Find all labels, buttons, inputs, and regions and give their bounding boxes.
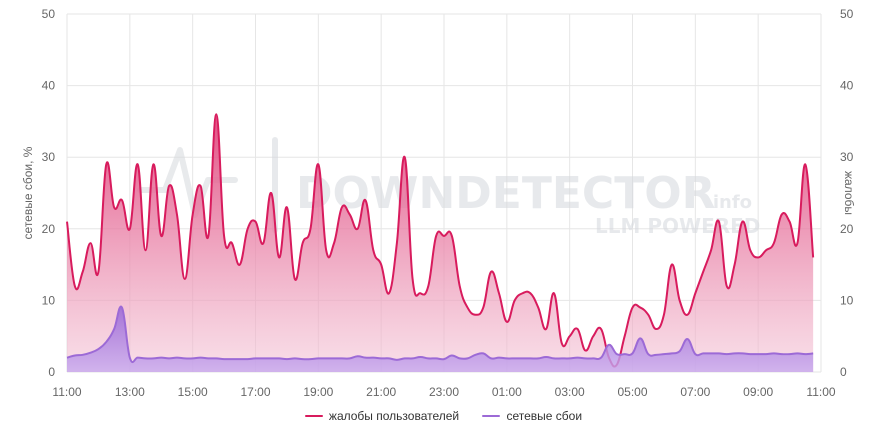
series-layer	[66, 113, 815, 372]
y-tick-left-5: 50	[42, 7, 56, 21]
grid-lines	[66, 13, 822, 373]
x-tick-8: 03:00	[555, 385, 585, 399]
y-axis-left-title: сетевые сбои, %	[21, 146, 35, 239]
watermark-tagline: LLM POWERED	[595, 214, 760, 238]
x-tick-0: 11:00	[52, 385, 81, 399]
x-tick-12: 11:00	[806, 385, 835, 399]
series-line-complaints	[66, 113, 815, 368]
legend-label-outages: сетевые сбои	[506, 409, 583, 423]
x-tick-5: 21:00	[366, 385, 396, 399]
series-area-outages	[67, 306, 814, 372]
y-tick-right-4: 40	[840, 79, 854, 93]
x-tick-11: 09:00	[743, 385, 773, 399]
x-tick-10: 07:00	[680, 385, 710, 399]
y-tick-right-0: 0	[840, 365, 847, 379]
y-tick-left-3: 30	[42, 150, 56, 164]
x-tick-1: 13:00	[115, 385, 145, 399]
x-tick-3: 17:00	[240, 385, 270, 399]
watermark-suffix: .info	[706, 192, 752, 213]
y-axis-left: 0 10 20 30 40 50	[42, 7, 56, 379]
legend-swatch-outages	[482, 415, 501, 417]
legend-item-outages[interactable]: сетевые сбои	[482, 409, 582, 423]
y-axis-right-title: жалобы	[842, 171, 856, 215]
legend-swatch-complaints	[304, 415, 323, 417]
downdetector-logo-icon	[137, 137, 278, 233]
watermark: DOWNDETECTOR .info LLM POWERED	[137, 137, 760, 238]
legend-label-complaints: жалобы пользователей	[328, 409, 460, 423]
series-line-outages	[66, 305, 814, 364]
y-tick-left-1: 10	[42, 293, 56, 307]
series-area-complaints	[67, 114, 814, 372]
y-tick-left-0: 0	[48, 365, 55, 379]
y-tick-right-1: 10	[840, 293, 854, 307]
x-tick-6: 23:00	[429, 385, 459, 399]
y-tick-right-2: 20	[840, 222, 854, 236]
legend: жалобы пользователей сетевые сбои	[0, 406, 887, 423]
y-tick-left-4: 40	[42, 79, 56, 93]
y-tick-right-3: 30	[840, 150, 854, 164]
y-axis-right: 0 10 20 30 40 50	[840, 7, 854, 379]
x-tick-9: 05:00	[617, 385, 647, 399]
y-tick-right-5: 50	[840, 7, 854, 21]
x-tick-2: 15:00	[178, 385, 208, 399]
legend-item-complaints[interactable]: жалобы пользователей	[304, 409, 460, 423]
watermark-brand: DOWNDETECTOR	[296, 168, 716, 219]
x-tick-4: 19:00	[303, 385, 333, 399]
x-tick-7: 01:00	[492, 385, 522, 399]
x-axis: 11:00 13:00 15:00 17:00 19:00 21:00 23:00 01:00…	[52, 385, 835, 399]
y-tick-left-2: 20	[42, 222, 56, 236]
